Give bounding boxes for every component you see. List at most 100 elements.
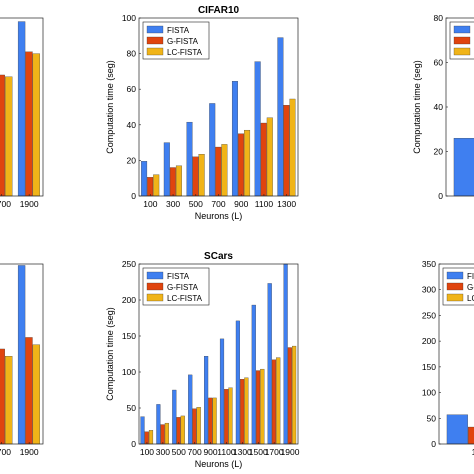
bar-fista-1500 <box>251 304 256 445</box>
bar-g-fista-900 <box>238 133 245 197</box>
legend-label-g-fista: G-FISTA <box>167 37 199 46</box>
x-tick-label: 1900 <box>20 447 39 457</box>
bar-lc-fista-500 <box>198 154 205 197</box>
x-tick-label: 700 <box>211 199 225 209</box>
x-tick-label: 100 <box>140 447 154 457</box>
y-tick-label: 20 <box>434 147 444 157</box>
bar-fista-900 <box>204 356 209 445</box>
x-tick-label: 1900 <box>20 199 39 209</box>
bar-g-fista-1900 <box>287 347 292 445</box>
y-tick-label: 250 <box>122 259 136 269</box>
x-tick-label: 500 <box>189 199 203 209</box>
bar-g-fista-100 <box>467 426 474 445</box>
bar-fista-1900 <box>283 263 288 445</box>
bar-fista-700 <box>188 374 193 445</box>
legend-label-fista: FISTA <box>467 272 474 281</box>
bar-lc-fista-300 <box>175 165 182 197</box>
x-tick-label: 500 <box>172 447 186 457</box>
bar-fista-1900 <box>17 21 26 197</box>
legend-swatch-g-fista <box>453 36 471 45</box>
bar-fista-900 <box>231 81 238 197</box>
axes-frame <box>138 263 299 445</box>
bar-g-fista-1700 <box>271 359 277 445</box>
chart-panel-5: 100 300 500 700 900 1100130015001700190005010… <box>105 251 300 469</box>
x-tick-label: 1700 <box>0 447 11 457</box>
bar-g-fista-500 <box>176 417 181 445</box>
axes-frame <box>438 263 474 445</box>
bar-fista-1100 <box>254 61 261 197</box>
bar-g-fista-1300 <box>240 379 245 445</box>
legend-label-lc-fista: LC-FISTA <box>167 48 203 57</box>
y-axis-title: Computation time (seg) <box>105 60 115 154</box>
bar-fista-1300 <box>277 37 284 197</box>
bar-lc-fista-1300 <box>244 377 249 445</box>
bar-lc-fista-100 <box>148 430 154 445</box>
bar-g-fista-1500 <box>255 370 261 445</box>
x-tick-label: 1300 <box>233 447 252 457</box>
chart-panel-3: 100300020406080Computation time (seg)FIS… <box>412 13 474 201</box>
x-tick-label: 300 <box>166 199 180 209</box>
legend-swatch-g-fista <box>446 282 464 291</box>
legend-swatch-lc-fista <box>446 293 464 302</box>
x-tick-label: 1700 <box>265 447 284 457</box>
bar-fista-100 <box>141 161 148 197</box>
bar-fista-100 <box>140 416 145 445</box>
bar-g-fista-1100 <box>224 389 229 445</box>
bar-g-fista-700 <box>215 146 222 197</box>
bar-lc-fista-1700 <box>5 356 13 445</box>
y-tick-label: 150 <box>422 362 436 372</box>
y-tick-label: 250 <box>422 310 436 320</box>
y-tick-label: 0 <box>438 191 443 201</box>
x-tick-label: 1500 <box>249 447 268 457</box>
legend-label-lc-fista: LC-FISTA <box>167 294 203 303</box>
bar-g-fista-1900 <box>25 337 33 445</box>
x-tick-label: 300 <box>156 447 170 457</box>
bar-fista-300 <box>156 404 161 445</box>
y-tick-label: 40 <box>434 102 444 112</box>
bar-g-fista-1700 <box>0 74 5 197</box>
legend-swatch-fista <box>446 271 464 280</box>
bar-g-fista-1100 <box>260 122 267 197</box>
bar-lc-fista-1100 <box>266 117 273 197</box>
x-tick-label: 1300 <box>277 199 296 209</box>
x-tick-label: 900 <box>203 447 217 457</box>
y-axis-title: Computation time (seg) <box>412 60 422 154</box>
bar-fista-1700 <box>267 283 272 445</box>
y-tick-label: 100 <box>422 388 436 398</box>
bar-lc-fista-1500 <box>260 368 265 445</box>
y-tick-label: 60 <box>434 58 444 68</box>
x-axis-title: Neurons (L) <box>195 211 243 221</box>
y-axis-title: Computation time (seg) <box>105 307 115 401</box>
bar-lc-fista-1700 <box>276 357 281 445</box>
legend-swatch-lc-fista <box>146 47 164 56</box>
y-tick-label: 50 <box>427 413 437 423</box>
chart-panel-6: 100300050100150200250300350FISTAG-FISTAL… <box>422 259 474 457</box>
x-axis-title: Neurons (L) <box>195 459 243 469</box>
legend-label-g-fista: G-FISTA <box>467 283 474 292</box>
y-tick-label: 200 <box>422 336 436 346</box>
chart-title: SCars <box>204 251 233 262</box>
x-tick-label: 900 <box>234 199 248 209</box>
bar-fista-700 <box>209 103 216 197</box>
bar-g-fista-500 <box>192 156 199 197</box>
y-tick-label: 0 <box>431 439 436 449</box>
bar-lc-fista-1700 <box>5 76 13 197</box>
legend-swatch-fista <box>453 25 471 34</box>
legend-swatch-g-fista <box>146 282 164 291</box>
x-tick-label: 1700 <box>0 199 11 209</box>
bar-g-fista-100 <box>147 177 154 197</box>
legend-swatch-lc-fista <box>453 47 471 56</box>
x-tick-label: 700 <box>188 447 202 457</box>
legend-swatch-g-fista <box>146 36 164 45</box>
x-tick-label: 100 <box>472 447 474 457</box>
bar-fista-100 <box>446 414 468 445</box>
y-tick-label: 50 <box>127 403 137 413</box>
y-tick-label: 80 <box>127 49 137 59</box>
bar-fista-100 <box>453 137 474 197</box>
chart-title: CIFAR10 <box>198 5 240 16</box>
